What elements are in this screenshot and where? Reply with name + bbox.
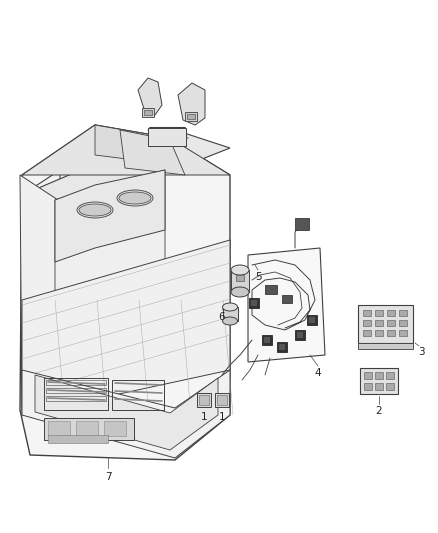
Bar — [44, 418, 134, 440]
Bar — [223, 307, 238, 321]
Ellipse shape — [119, 192, 151, 204]
Polygon shape — [55, 170, 165, 262]
Bar — [249, 298, 259, 308]
Bar — [277, 342, 287, 352]
Bar — [48, 421, 70, 436]
Polygon shape — [138, 78, 162, 115]
Bar — [264, 337, 270, 343]
Bar — [262, 335, 272, 345]
Bar — [307, 315, 317, 325]
Bar — [364, 372, 372, 379]
Bar — [48, 435, 108, 443]
Bar — [375, 372, 383, 379]
Bar — [358, 305, 413, 343]
Bar — [358, 343, 413, 349]
Polygon shape — [20, 175, 60, 410]
Bar — [251, 300, 257, 306]
Ellipse shape — [79, 204, 111, 216]
Polygon shape — [178, 83, 205, 125]
Bar — [360, 368, 398, 394]
Bar — [386, 383, 394, 390]
Polygon shape — [22, 130, 230, 215]
Bar — [217, 395, 227, 405]
Ellipse shape — [223, 303, 237, 311]
Polygon shape — [22, 240, 230, 415]
Polygon shape — [22, 125, 230, 175]
Bar — [297, 332, 303, 338]
Bar — [387, 330, 395, 336]
Bar — [363, 330, 371, 336]
Bar — [231, 270, 249, 292]
Bar — [236, 275, 244, 281]
Bar — [364, 383, 372, 390]
Bar — [375, 320, 383, 326]
Bar — [387, 320, 395, 326]
Bar — [309, 317, 315, 323]
Bar — [375, 330, 383, 336]
Bar — [199, 395, 209, 405]
Polygon shape — [20, 125, 230, 460]
Text: 7: 7 — [105, 472, 111, 482]
Polygon shape — [35, 375, 218, 450]
Bar — [215, 393, 229, 407]
Bar — [112, 380, 164, 410]
Bar — [375, 310, 383, 316]
Text: 1: 1 — [219, 412, 225, 422]
Bar — [144, 110, 152, 115]
Ellipse shape — [231, 287, 249, 297]
Text: 6: 6 — [219, 312, 225, 322]
Bar — [265, 285, 277, 294]
Bar — [187, 114, 195, 119]
Bar — [387, 310, 395, 316]
Ellipse shape — [231, 265, 249, 275]
Bar — [375, 383, 383, 390]
Bar — [295, 330, 305, 340]
Text: 4: 4 — [314, 368, 321, 378]
Bar — [148, 128, 186, 146]
Text: 1: 1 — [201, 412, 207, 422]
Bar — [185, 112, 197, 121]
Bar — [46, 380, 106, 385]
Polygon shape — [120, 130, 185, 175]
Bar — [104, 421, 126, 436]
Bar — [363, 320, 371, 326]
Ellipse shape — [77, 202, 113, 218]
Bar — [399, 330, 407, 336]
Polygon shape — [95, 125, 175, 165]
Bar — [142, 108, 154, 117]
Bar — [282, 295, 292, 303]
Bar — [399, 320, 407, 326]
Bar — [386, 372, 394, 379]
Bar — [46, 388, 106, 393]
Bar — [76, 421, 98, 436]
Text: 5: 5 — [254, 272, 261, 282]
Bar — [46, 396, 106, 401]
Bar — [363, 310, 371, 316]
Polygon shape — [248, 248, 325, 362]
Bar — [399, 310, 407, 316]
Bar — [197, 393, 211, 407]
Polygon shape — [22, 170, 60, 380]
Polygon shape — [55, 170, 165, 320]
Bar — [279, 344, 285, 350]
Ellipse shape — [117, 190, 153, 206]
Bar — [44, 378, 108, 410]
Bar — [295, 218, 309, 230]
Text: 3: 3 — [418, 347, 424, 357]
Text: 2: 2 — [376, 406, 382, 416]
Ellipse shape — [223, 317, 237, 325]
Polygon shape — [22, 370, 230, 458]
